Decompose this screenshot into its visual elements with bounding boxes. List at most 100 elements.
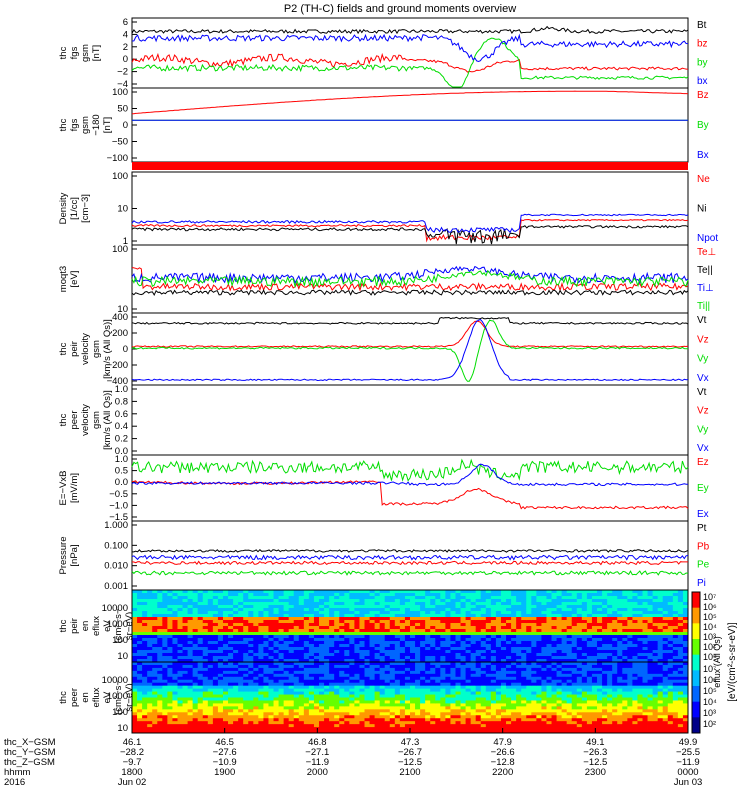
- spectrogram-cell: [359, 709, 365, 713]
- spectrogram-cell: [147, 596, 153, 600]
- spectrogram-cell: [359, 650, 365, 654]
- spectrogram-cell: [622, 593, 628, 597]
- spectrogram-cell: [556, 688, 563, 692]
- spectrogram-cell: [172, 697, 178, 701]
- spectrogram-cell: [167, 673, 173, 678]
- spectrogram-cell: [329, 712, 335, 716]
- spectrogram-cell: [349, 590, 355, 594]
- spectrogram-cell: [531, 682, 537, 687]
- spectrogram-cell: [541, 596, 547, 600]
- spectrogram-cell: [197, 697, 204, 701]
- spectrogram-cell: [384, 679, 391, 684]
- spectrogram-cell: [217, 632, 224, 636]
- spectrogram-cell: [389, 638, 396, 642]
- spectrogram-cell: [152, 644, 158, 648]
- spectrogram-cell: [480, 676, 487, 681]
- spectrogram-cell: [374, 667, 381, 672]
- spectrogram-cell: [475, 611, 482, 615]
- spectrogram-cell: [243, 715, 249, 719]
- spectrogram-cell: [546, 638, 552, 642]
- spectrogram-cell: [460, 617, 466, 621]
- spectrogram-cell: [485, 611, 492, 615]
- spectrogram-cell: [576, 644, 583, 648]
- spectrogram-cell: [248, 715, 254, 719]
- spectrogram-cell: [298, 593, 305, 597]
- spectrogram-cell: [283, 703, 290, 707]
- spectrogram-cell: [248, 635, 254, 639]
- spectrogram-cell: [500, 617, 507, 621]
- spectrogram-cell: [516, 730, 522, 734]
- spectrogram-cell: [566, 694, 573, 698]
- spectrogram-cell: [516, 632, 522, 636]
- spectrogram-cell: [647, 608, 654, 612]
- spectrogram-cell: [349, 608, 355, 612]
- spectrogram-cell: [410, 596, 416, 600]
- spectrogram-cell: [344, 685, 350, 690]
- spectrogram-cell: [253, 730, 259, 734]
- spectrogram-cell: [202, 605, 209, 609]
- spectrogram-cell: [490, 641, 497, 645]
- spectrogram-cell: [243, 706, 249, 710]
- spectrogram-cell: [677, 614, 684, 618]
- spectrogram-cell: [258, 703, 264, 707]
- spectrogram-cell: [374, 709, 381, 713]
- spectrogram-cell: [217, 679, 224, 684]
- spectrogram-cell: [384, 712, 391, 716]
- y-tick-label: 100: [112, 87, 128, 98]
- spectrogram-cell: [576, 664, 583, 669]
- spectrogram-cell: [167, 608, 173, 612]
- spectrogram-cell: [404, 605, 411, 609]
- spectrogram-cell: [243, 635, 249, 639]
- spectrogram-cell: [319, 730, 325, 734]
- spectrogram-cell: [521, 664, 527, 669]
- y-tick-label: 10: [117, 723, 128, 734]
- spectrogram-cell: [192, 617, 199, 621]
- spectrogram-cell: [516, 608, 522, 612]
- spectrogram-cell: [152, 712, 158, 716]
- spectrogram-cell: [581, 647, 588, 651]
- spectrogram-cell: [273, 703, 279, 707]
- spectrogram-cell: [147, 718, 153, 722]
- spectrogram-cell: [268, 703, 274, 707]
- spectrogram-cell: [526, 664, 532, 669]
- spectrogram-cell: [187, 632, 194, 636]
- spectrogram-cell: [288, 626, 295, 630]
- spectrogram-cell: [293, 691, 300, 695]
- spectrogram-cell: [147, 662, 153, 666]
- spectrogram-cell: [187, 623, 194, 627]
- spectrogram-cell: [303, 593, 310, 597]
- spectrogram-cell: [137, 685, 143, 690]
- spectrogram-cell: [147, 715, 153, 719]
- spectrogram-cell: [495, 644, 502, 648]
- spectrogram-cell: [147, 599, 153, 603]
- y-axis-label: [km/s (All Qs)]: [102, 319, 113, 379]
- spectrogram-cell: [258, 632, 264, 636]
- spectrogram-cell: [228, 676, 234, 681]
- spectrogram-cell: [319, 721, 325, 725]
- legend-entry-bt: Bt: [697, 20, 707, 31]
- spectrogram-cell: [329, 718, 335, 722]
- spectrogram-cell: [410, 638, 416, 642]
- spectrogram-cell: [622, 647, 628, 651]
- spectrogram-cell: [202, 593, 209, 597]
- spectrogram-cell: [263, 676, 269, 681]
- spectrogram-cell: [172, 605, 178, 609]
- spectrogram-cell: [490, 650, 497, 654]
- y-axis-label: en: [80, 692, 91, 703]
- spectrogram-cell: [308, 611, 315, 615]
- spectrogram-cell: [576, 656, 583, 660]
- spectrogram-cell: [137, 650, 143, 654]
- spectrogram-cell: [662, 629, 669, 633]
- spectrogram-cell: [521, 650, 527, 654]
- spectrogram-cell: [132, 647, 138, 651]
- spectrogram-cell: [324, 614, 330, 618]
- spectrogram-cell: [212, 605, 219, 609]
- spectrogram-cell: [450, 599, 456, 603]
- spectrogram-cell: [506, 724, 512, 728]
- spectrogram-cell: [142, 629, 148, 633]
- spectrogram-cell: [435, 647, 441, 651]
- spectrogram-cell: [263, 638, 269, 642]
- spectrogram-cell: [313, 724, 320, 728]
- spectrogram-cell: [561, 623, 568, 627]
- spectrogram-cell: [207, 593, 214, 597]
